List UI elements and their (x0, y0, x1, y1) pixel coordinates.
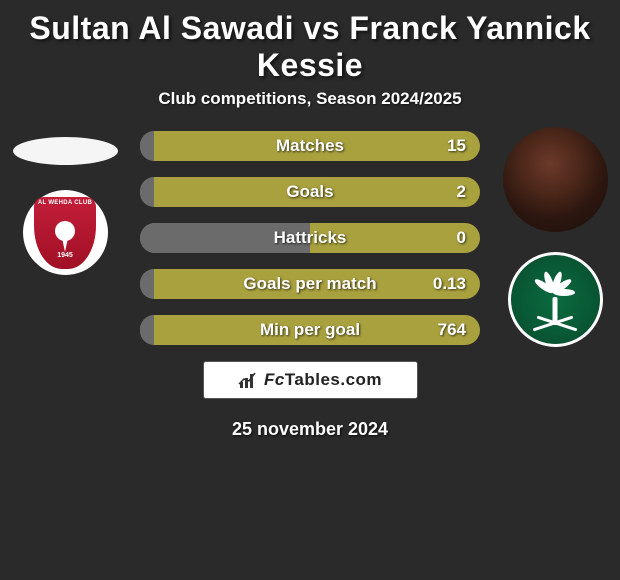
stat-bar-right-value: 764 (438, 320, 466, 340)
comparison-body: AL WEHDA CLUB 1945 Matches15 Goals2 (0, 127, 620, 440)
stat-bar-right-value: 0 (457, 228, 466, 248)
brand-box: FcTables.com (203, 361, 418, 399)
alwehda-label: AL WEHDA CLUB (38, 200, 92, 206)
right-club-badge (508, 252, 603, 347)
stat-bars-container: Matches15 Goals2 Hattricks0 Goals per match… (140, 127, 480, 345)
left-club-badge: AL WEHDA CLUB 1945 (23, 190, 108, 275)
alwehda-year: 1945 (57, 252, 73, 259)
right-player-photo (503, 127, 608, 232)
left-player-column: AL WEHDA CLUB 1945 (10, 127, 120, 275)
stat-bar-row: Min per goal764 (140, 315, 480, 345)
stat-bar-row: Goals2 (140, 177, 480, 207)
stat-bar-label: Min per goal (140, 320, 480, 340)
crossed-swords-icon (530, 314, 580, 332)
stat-bar-row: Goals per match0.13 (140, 269, 480, 299)
comparison-date: 25 november 2024 (0, 419, 620, 440)
left-player-avatar-placeholder (13, 137, 118, 165)
stat-bar-label: Hattricks (140, 228, 480, 248)
pin-icon (62, 238, 68, 252)
right-player-column (500, 127, 610, 347)
comparison-title: Sultan Al Sawadi vs Franck Yannick Kessi… (0, 0, 620, 89)
stat-bar-right-value: 15 (447, 136, 466, 156)
alwehda-shield-icon: AL WEHDA CLUB 1945 (34, 197, 96, 269)
stat-bar-label: Goals (140, 182, 480, 202)
stat-bar-right-value: 2 (457, 182, 466, 202)
comparison-subtitle: Club competitions, Season 2024/2025 (0, 89, 620, 127)
stat-bar-row: Hattricks0 (140, 223, 480, 253)
stat-bar-label: Matches (140, 136, 480, 156)
bar-chart-icon (238, 370, 260, 390)
brand-text: FcTables.com (264, 370, 382, 390)
stat-bar-label: Goals per match (140, 274, 480, 294)
stat-bar-right-value: 0.13 (433, 274, 466, 294)
stat-bar-row: Matches15 (140, 131, 480, 161)
